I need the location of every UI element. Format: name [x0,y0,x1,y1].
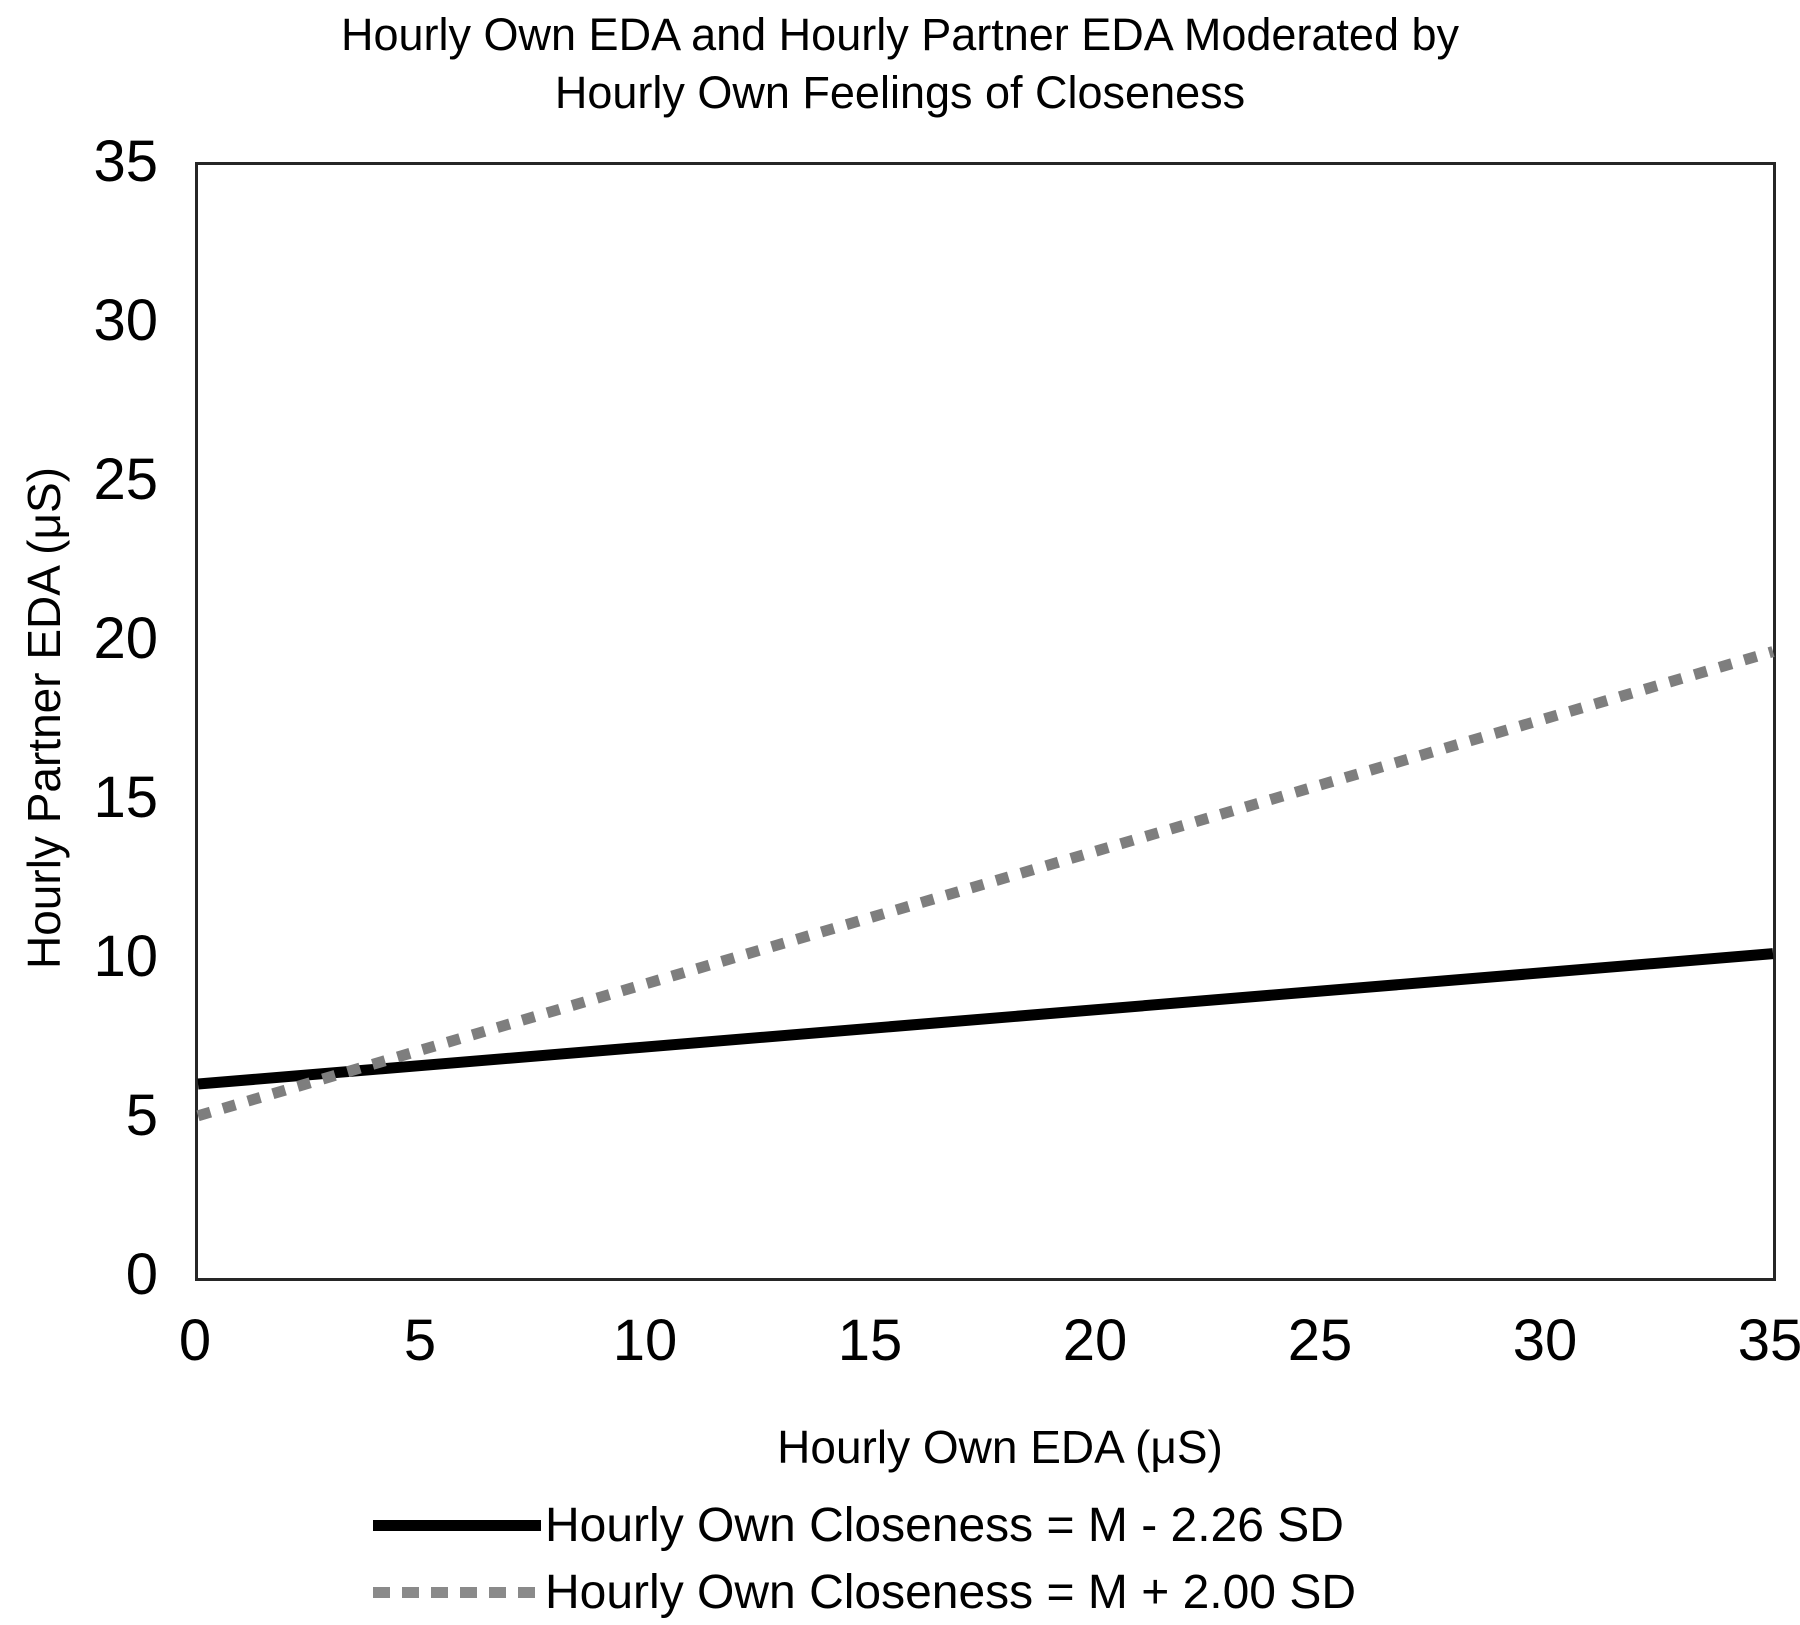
legend-item: Hourly Own Closeness = M + 2.00 SD [373,1559,1356,1625]
legend-label: Hourly Own Closeness = M + 2.00 SD [545,1565,1357,1619]
legend-label: Hourly Own Closeness = M - 2.26 SD [545,1498,1344,1552]
series-line-dashed [196,646,1775,1122]
x-tick-label: 25 [1287,1308,1353,1373]
y-tick-label: 10 [93,924,158,989]
chart-title: Hourly Own EDA and Hourly Partner EDA Mo… [340,9,1459,118]
y-tick-label: 20 [93,606,158,671]
x-tick-label: 10 [612,1308,678,1373]
y-tick-label: 15 [93,765,158,830]
y-tick-label: 25 [93,447,158,512]
legend-swatch-dashed [373,1587,541,1598]
x-tick-label: 5 [403,1308,437,1373]
x-axis-title: Hourly Own EDA (μS) [777,1421,1223,1473]
x-tick-label: 0 [178,1308,212,1373]
y-axis-title: Hourly Partner EDA (μS) [18,467,70,969]
legend: Hourly Own Closeness = M - 2.26 SD Hourly… [373,1492,1356,1625]
y-tick-label: 5 [125,1083,158,1148]
x-tick-label: 15 [837,1308,903,1373]
plot-lines-svg [196,646,1775,1122]
y-tick-label: 0 [125,1242,158,1307]
x-tick-label: 20 [1062,1308,1128,1373]
series-line-solid [197,948,1774,1090]
y-tick-label: 35 [93,129,158,194]
y-tick-label: 30 [93,288,158,353]
plot-area [195,162,1776,1281]
x-tick-label: 30 [1512,1308,1578,1373]
legend-item: Hourly Own Closeness = M - 2.26 SD [373,1492,1356,1559]
x-tick-label: 35 [1737,1308,1800,1373]
legend-swatch-solid [373,1520,541,1531]
